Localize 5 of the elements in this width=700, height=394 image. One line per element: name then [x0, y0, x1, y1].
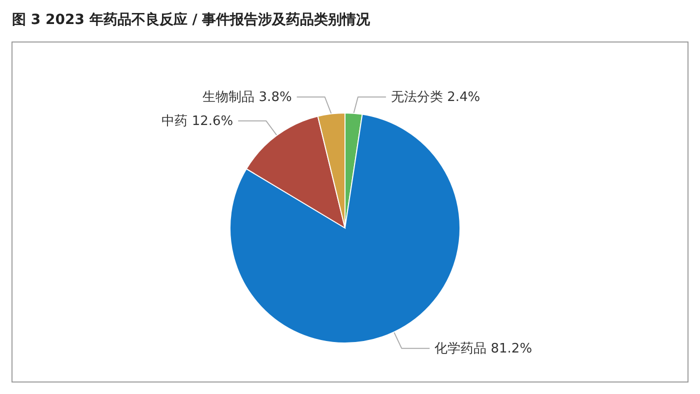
slice-label: 生物制品 3.8% [202, 90, 292, 105]
chart-title: 图 3 2023 年药品不良反应 / 事件报告涉及药品类别情况 [12, 11, 372, 28]
slice-label: 中药 12.6% [162, 114, 234, 129]
slice-label: 化学药品 81.2% [434, 341, 532, 356]
slice-label: 无法分类 2.4% [390, 90, 480, 105]
